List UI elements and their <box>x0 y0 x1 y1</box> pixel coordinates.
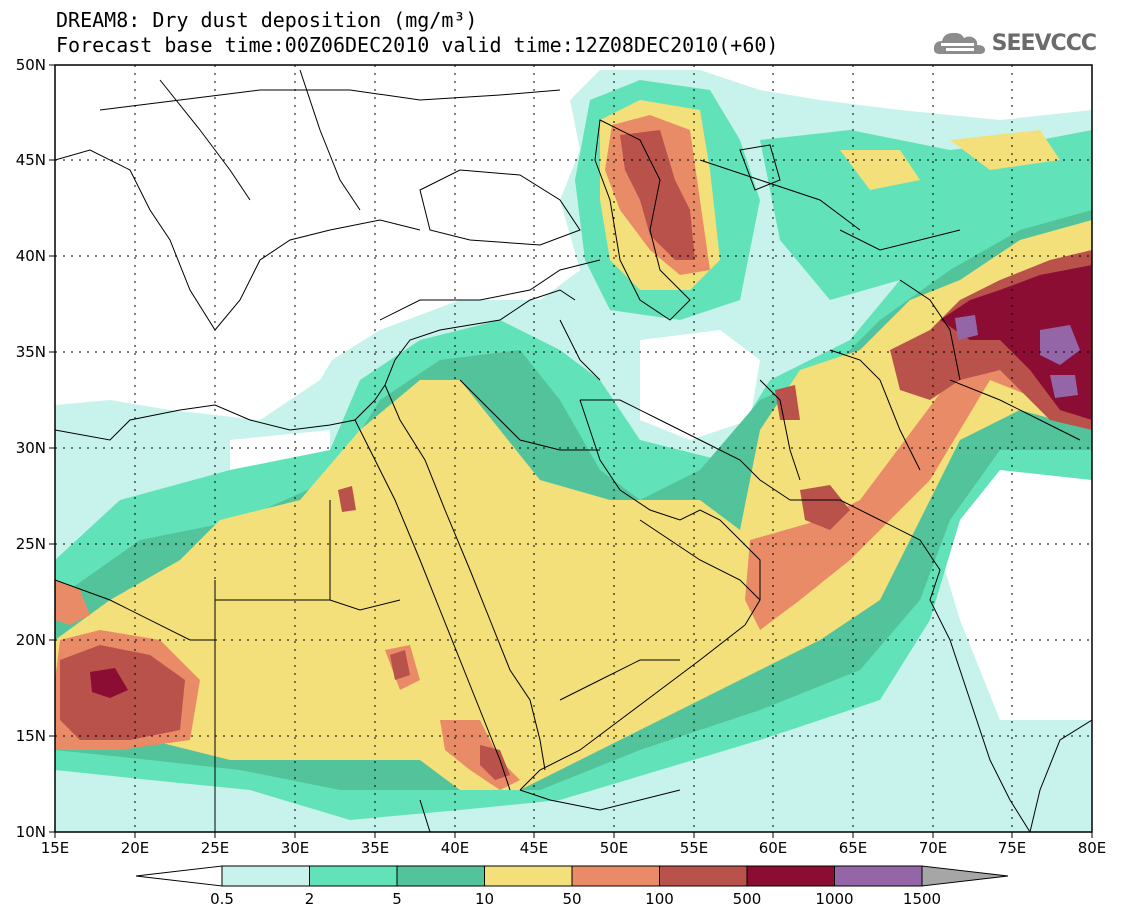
contour-100-500-sahara <box>60 645 185 740</box>
x-tick-label: 20E <box>121 839 150 857</box>
y-tick-label: 45N <box>16 151 46 169</box>
contour-100-500-iran-south <box>800 485 850 530</box>
seevccc-logo: SEEVCCC <box>932 26 1097 60</box>
contour-1000-1500-c <box>955 315 978 340</box>
y-tick-label: 10N <box>16 823 46 841</box>
low-deposition-persia <box>640 330 760 440</box>
x-tick-label: 25E <box>201 839 230 857</box>
y-axis-labels: 10N 15N 20N 25N 30N 35N 40N 45N 50N <box>16 56 46 841</box>
x-tick-label: 15E <box>41 839 70 857</box>
contour-100-500-iran-west <box>775 385 800 420</box>
x-axis-labels: 15E 20E 25E 30E 35E 40E 45E 50E 55E 60E … <box>41 839 1107 857</box>
x-tick-label: 45E <box>520 839 549 857</box>
contour-100-500-sudan <box>390 650 410 680</box>
contour-100-500-yemen <box>480 745 510 780</box>
map-subtitle: Forecast base time:00Z06DEC2010 valid ti… <box>56 33 779 57</box>
y-tick-label: 50N <box>16 56 46 74</box>
x-tick-label: 35E <box>361 839 390 857</box>
contour-10-50-ne <box>840 150 920 190</box>
x-tick-label: 70E <box>919 839 948 857</box>
logo-text: SEEVCCC <box>991 30 1097 56</box>
contour-2-5-central-asia <box>760 130 1092 300</box>
contour-100-500-egypt <box>338 486 356 512</box>
contour-50-100-west <box>55 580 90 625</box>
x-tick-label: 50E <box>600 839 629 857</box>
contour-10-50-area <box>55 220 1092 790</box>
y-tick-label: 30N <box>16 439 46 457</box>
y-tick-label: 25N <box>16 535 46 553</box>
x-tick-label: 40E <box>441 839 470 857</box>
x-tick-label: 55E <box>680 839 709 857</box>
dust-field <box>55 65 1092 832</box>
low-deposition-sea <box>55 65 560 420</box>
x-tick-label: 65E <box>839 839 868 857</box>
map-title: DREAM8: Dry dust deposition (mg/m³) <box>56 8 478 32</box>
y-tick-label: 20N <box>16 631 46 649</box>
contour-1000-1500-a <box>1040 325 1080 365</box>
contour-500-1000-sahara <box>90 668 128 698</box>
contour-1000-1500-b <box>1050 375 1078 398</box>
x-tick-label: 60E <box>759 839 788 857</box>
grid-lines <box>55 65 1092 832</box>
y-tick-label: 40N <box>16 247 46 265</box>
y-tick-label: 35N <box>16 343 46 361</box>
x-tick-label: 75E <box>998 839 1027 857</box>
tick-marks <box>49 64 1093 838</box>
y-tick-label: 15N <box>16 727 46 745</box>
x-tick-label: 30E <box>281 839 310 857</box>
cloud-logo-icon <box>933 32 985 54</box>
x-tick-label: 80E <box>1078 839 1107 857</box>
coastlines-borders <box>55 69 1092 832</box>
